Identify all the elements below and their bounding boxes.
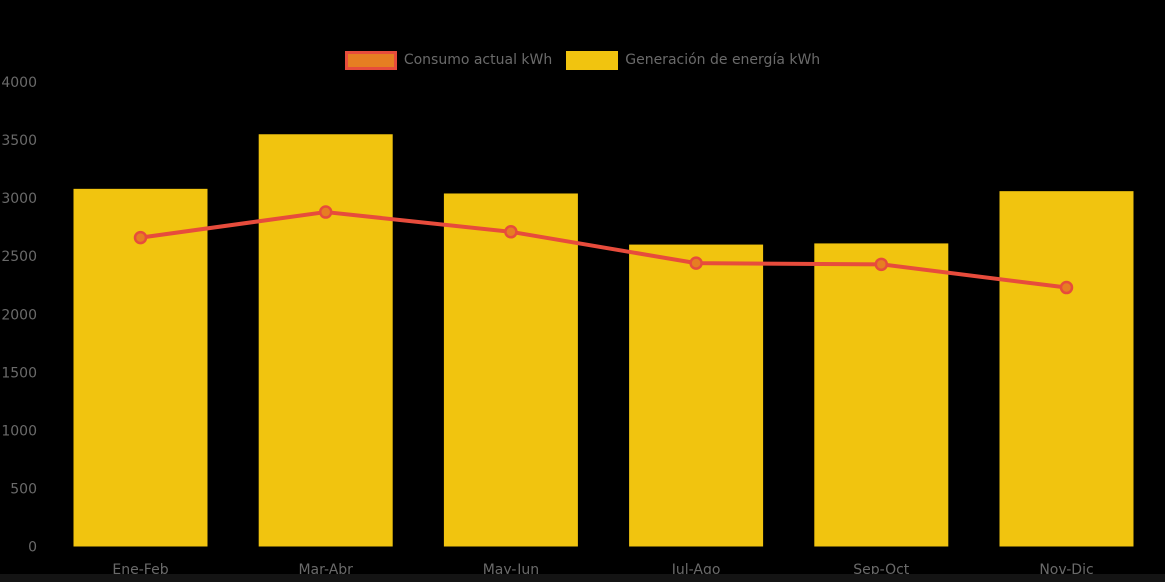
consumo-legend-label: Consumo actual kWh bbox=[403, 52, 553, 68]
y-axis-tick-label-1500: 1500 bbox=[1, 365, 37, 381]
legend: Consumo actual kWh Generación de energía… bbox=[0, 51, 1165, 70]
line-point-Jul-Ago[interactable] bbox=[689, 256, 703, 270]
y-axis-tick-label-1000: 1000 bbox=[1, 423, 37, 439]
y-axis-tick-label-3500: 3500 bbox=[1, 133, 37, 149]
generacion-legend-swatch bbox=[566, 51, 619, 70]
y-axis-tick-label-2000: 2000 bbox=[1, 307, 37, 323]
line-point-Ene-Feb[interactable] bbox=[133, 230, 148, 245]
y-axis-tick-label-3000: 3000 bbox=[1, 191, 37, 207]
bar-Nov-Dic[interactable] bbox=[999, 191, 1134, 547]
bar-Ene-Feb[interactable] bbox=[73, 188, 208, 547]
bar-Sep-Oct[interactable] bbox=[814, 243, 949, 547]
y-axis-tick-label-2500: 2500 bbox=[1, 249, 37, 265]
bar-Jul-Ago[interactable] bbox=[629, 244, 764, 547]
bar-Mar-Abr[interactable] bbox=[258, 134, 393, 547]
legend-item-consumo[interactable]: Consumo actual kWh bbox=[344, 51, 553, 70]
bar-May-Jun[interactable] bbox=[443, 193, 578, 547]
line-point-May-Jun[interactable] bbox=[504, 225, 518, 239]
line-point-Nov-Dic[interactable] bbox=[1059, 280, 1074, 295]
consumo-line bbox=[138, 210, 1069, 290]
y-axis-tick-label-0: 0 bbox=[28, 540, 37, 556]
legend-item-generacion[interactable]: Generación de energía kWh bbox=[566, 51, 820, 70]
y-axis-tick-label-4000: 4000 bbox=[1, 75, 37, 91]
line-point-Mar-Abr[interactable] bbox=[318, 205, 333, 219]
consumo-legend-swatch bbox=[344, 51, 397, 70]
line-point-Sep-Oct[interactable] bbox=[874, 257, 889, 272]
generacion-legend-label: Generación de energía kWh bbox=[625, 52, 821, 68]
bottom-edge-strip bbox=[0, 574, 1165, 582]
y-axis-tick-label-500: 500 bbox=[10, 481, 37, 497]
